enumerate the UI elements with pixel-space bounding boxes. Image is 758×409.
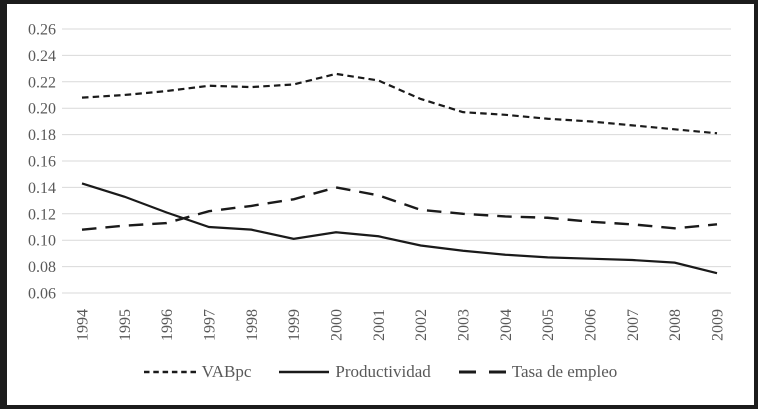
x-tick-label: 2002 xyxy=(413,309,430,341)
x-tick-label: 1999 xyxy=(286,309,303,341)
y-tick-label: 0.24 xyxy=(28,48,56,65)
x-tick-label: 1998 xyxy=(244,309,261,341)
y-tick-label: 0.20 xyxy=(28,101,56,118)
x-tick-label: 2007 xyxy=(625,309,642,341)
series-line-tasa-de-empleo xyxy=(81,186,718,231)
x-tick-label: 1996 xyxy=(159,309,176,341)
solid-line-icon xyxy=(279,370,330,374)
y-tick-label: 0.08 xyxy=(28,259,56,276)
x-tick-label: 2003 xyxy=(456,309,473,341)
y-tick-label: 0.06 xyxy=(28,286,56,303)
x-tick-label: 1995 xyxy=(117,309,134,341)
line-chart: 0.26 0.24 0.22 0.20 0.18 0.16 0.14 0.12 0.10 0.08… xyxy=(28,22,731,341)
x-tick-label: 2006 xyxy=(583,309,600,341)
y-tick-label: 0.18 xyxy=(28,127,56,144)
legend: VABpc Productividad Tasa de empleo xyxy=(7,356,754,388)
legend-label-productividad: Productividad xyxy=(335,362,431,381)
dotted-line-icon xyxy=(143,370,196,374)
series-line-vabpc xyxy=(81,72,718,135)
legend-label-vabpc: VABpc xyxy=(201,362,252,381)
x-tick-label: 2005 xyxy=(540,309,557,341)
y-tick-label: 0.12 xyxy=(28,206,56,223)
x-tick-label: 2008 xyxy=(667,309,684,341)
x-tick-label: 2001 xyxy=(371,309,388,341)
y-tick-label: 0.10 xyxy=(28,233,56,250)
x-tick-label: 1997 xyxy=(202,309,219,341)
y-tick-label: 0.26 xyxy=(28,22,56,39)
series-line-productividad xyxy=(81,182,718,275)
legend-item-vabpc: VABpc xyxy=(143,362,252,382)
x-tick-label: 2000 xyxy=(329,309,346,341)
x-tick-label: 1994 xyxy=(75,309,92,341)
y-tick-label: 0.22 xyxy=(28,74,56,91)
y-tick-label: 0.16 xyxy=(28,154,56,171)
y-tick-label: 0.14 xyxy=(28,180,56,197)
legend-label-tasa-de-empleo: Tasa de empleo xyxy=(511,362,618,381)
legend-item-tasa-de-empleo: Tasa de empleo xyxy=(458,362,618,382)
legend-item-productividad: Productividad xyxy=(279,362,431,382)
x-tick-label: 2004 xyxy=(498,309,515,341)
x-tick-label: 2009 xyxy=(710,309,727,341)
dashed-line-icon xyxy=(458,370,506,374)
